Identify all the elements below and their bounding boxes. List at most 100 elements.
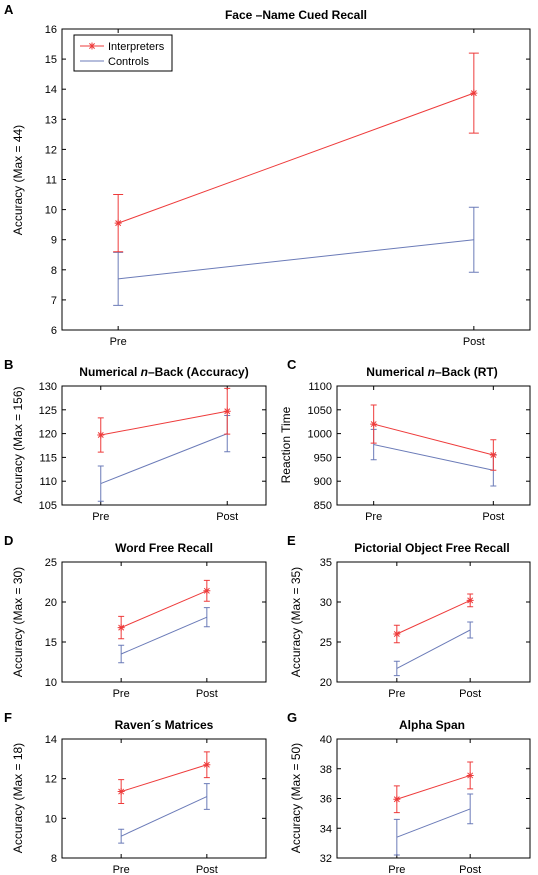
series-line-interpreters [121,764,207,793]
data-point-interpreters-post [466,596,474,604]
x-tick-label-post: Post [463,336,485,348]
y-tick-label: 10 [45,813,57,825]
legend-marker-interpreters [88,42,96,50]
x-tick-label-pre: Pre [113,688,130,700]
error-bar-controls-pre [118,828,125,844]
panel-letter-f: F [4,710,12,725]
x-tick-label-pre: Pre [110,336,127,348]
panel-a: A Face –Name Cued Recall 6 7 8 9 10 11 12 13 14 15 1… [4,2,531,348]
y-tick-label: 900 [314,476,332,488]
y-tick-label: 1100 [308,381,332,393]
y-axis-label-e: Accuracy (Max = 35) [289,567,303,677]
y-axis-label-c: Reaction Time [279,406,293,483]
legend-label-controls: Controls [108,56,149,68]
series-interpreters [97,387,231,453]
data-point-interpreters-post [470,89,478,97]
x-tick-label-post: Post [459,864,481,875]
y-tick-label: 8 [51,265,57,277]
y-tick-label: 950 [314,452,332,464]
series-interpreters [117,751,211,804]
error-bar-controls-post [203,783,210,810]
error-bar-controls-pre [118,644,125,664]
x-tick-label-post: Post [216,511,238,523]
y-tick-label: 105 [39,500,57,512]
x-tick-label-pre: Pre [113,864,130,875]
y-tick-label: 1050 [308,405,332,417]
chart-title-f: Raven´s Matrices [115,718,214,732]
series-line-controls [120,796,208,837]
error-bar-controls-pre [97,465,104,502]
data-point-interpreters-pre [393,630,401,638]
data-point-interpreters-post [466,771,474,779]
series-line-controls [396,808,471,838]
panel-c: C Numerical n–Back (RT) 850 900 950 1000 1050 1… [279,357,531,523]
panel-letter-c: C [287,357,297,372]
y-axis-label-a: Accuracy (Max = 44) [11,125,25,235]
series-controls [118,607,210,664]
panel-b: B Numerical n–Back (Accuracy) 105 110 115 120… [4,357,267,523]
data-point-interpreters-pre [370,420,378,428]
data-point-interpreters-post [489,451,497,459]
y-tick-label: 12 [45,774,57,786]
series-line-interpreters [396,774,471,800]
data-point-interpreters-post [203,761,211,769]
panel-letter-b: B [4,357,13,372]
y-tick-label: 125 [39,405,57,417]
series-line-controls [373,444,494,471]
error-bar-controls-post [467,621,474,639]
series-line-interpreters [117,92,475,224]
y-tick-label: 25 [45,557,57,569]
y-tick-label: 25 [320,637,332,649]
y-axis-label-g: Accuracy (Max = 50) [289,743,303,853]
chart-title-d: Word Free Recall [115,541,213,555]
y-tick-label: 30 [320,597,332,609]
y-axis-label-b: Accuracy (Max = 156) [11,386,25,503]
legend-box [73,34,173,72]
series-line-interpreters [373,423,494,456]
error-bar-controls-post [468,206,479,273]
series-line-interpreters [396,599,471,635]
chart-title-b: Numerical n–Back (Accuracy) [79,365,248,379]
y-tick-label: 1000 [308,429,332,441]
axes-box-e [336,561,531,683]
series-controls [97,415,231,502]
data-point-interpreters-post [203,587,211,595]
y-tick-label: 13 [45,114,57,126]
y-tick-label: 35 [320,557,332,569]
data-point-interpreters-post [223,407,231,415]
chart-title-g: Alpha Span [399,718,465,732]
y-tick-label: 34 [320,823,332,835]
series-interpreters [117,579,211,640]
series-controls [118,783,210,844]
series-controls [393,793,474,856]
chart-title-a: Face –Name Cued Recall [225,8,367,22]
legend: Interpreters Controls [73,34,173,72]
x-tick-label-post: Post [196,688,218,700]
y-tick-label: 10 [45,677,57,689]
axes-box-c [336,385,531,506]
series-line-interpreters [100,410,228,436]
series-line-controls [120,616,208,655]
y-tick-label: 9 [51,235,57,247]
y-tick-label: 6 [51,325,57,337]
series-controls [113,206,479,306]
series-line-controls [118,239,474,280]
series-interpreters [393,761,474,814]
panel-f: F Raven´s Matrices 8 10 12 14 Pre Post Accuracy … [4,710,267,875]
series-line-interpreters [120,590,208,629]
y-tick-label: 32 [320,853,332,865]
y-tick-label: 14 [45,734,57,746]
axes-box-b [61,385,267,506]
panel-letter-e: E [287,533,296,548]
chart-title-e: Pictorial Object Free Recall [354,541,509,555]
y-tick-label: 20 [320,677,332,689]
panel-d: D Word Free Recall 10 15 20 25 Pre Post Accuracy… [4,533,267,700]
x-tick-label-post: Post [459,688,481,700]
chart-title-part: n [428,365,435,379]
series-interpreters [370,404,497,471]
error-bar-controls-post [467,793,474,825]
y-tick-label: 7 [51,295,57,307]
y-tick-label: 110 [39,476,57,488]
y-tick-label: 14 [45,84,57,96]
